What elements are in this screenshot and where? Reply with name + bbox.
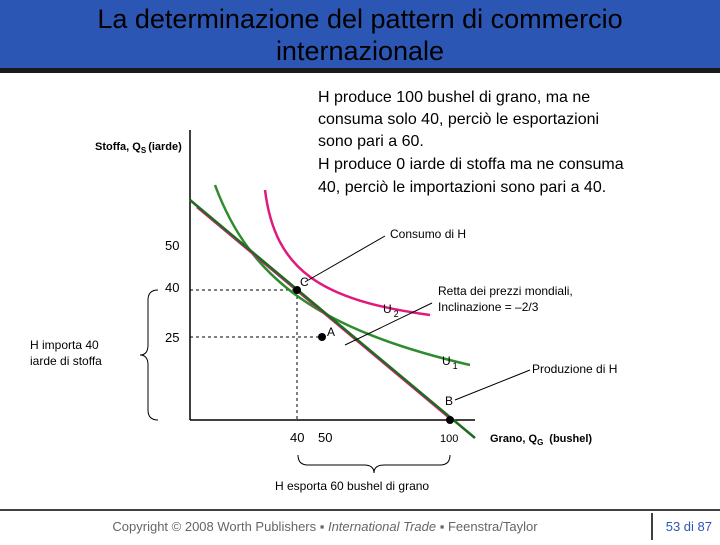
x-axis-label: Grano, QG (bushel) bbox=[490, 433, 592, 447]
export-note: H esporta 60 bushel di grano bbox=[275, 479, 429, 493]
title-rule bbox=[0, 68, 720, 73]
note-line: H produce 100 bushel di grano, ma ne bbox=[318, 89, 590, 106]
point-label: B bbox=[445, 394, 453, 408]
y-tick-label: 40 bbox=[165, 280, 179, 295]
indifference-curve-u2 bbox=[263, 189, 431, 317]
title: La determinazione del pattern di commerc… bbox=[97, 4, 622, 34]
callout: Inclinazione = –2/3 bbox=[438, 300, 539, 314]
world-price-line bbox=[189, 199, 476, 439]
note-line: 40, perciò le importazioni sono pari a 4… bbox=[318, 179, 606, 196]
callout: Produzione di H bbox=[532, 362, 617, 376]
note-line: H produce 0 iarde di stoffa ma ne consum… bbox=[318, 156, 624, 173]
callout: Retta dei prezzi mondiali, bbox=[438, 284, 573, 298]
title-bar bbox=[0, 0, 720, 70]
copyright: Copyright © 2008 Worth Publishers ▪ Inte… bbox=[112, 519, 538, 534]
callout-line bbox=[304, 235, 386, 283]
brace bbox=[297, 454, 451, 474]
brace bbox=[139, 289, 159, 421]
y-tick-label: 25 bbox=[165, 330, 179, 345]
x-tick-label: 50 bbox=[318, 430, 332, 445]
notes: H produce 100 bushel di grano, ma ne con… bbox=[318, 89, 624, 196]
point-a bbox=[318, 333, 326, 341]
point-b bbox=[446, 416, 454, 424]
x-tick-label: 100 bbox=[440, 433, 458, 445]
import-note: iarde di stoffa bbox=[30, 354, 102, 368]
note-line: consuma solo 40, perciò le esportazioni bbox=[318, 111, 599, 128]
x-tick-label: 40 bbox=[290, 430, 304, 445]
import-note: H importa 40 bbox=[30, 338, 99, 352]
note-line: sono pari a 60. bbox=[318, 133, 424, 150]
callout-line bbox=[344, 302, 433, 346]
point-c bbox=[293, 286, 301, 294]
y-axis-label: Stoffa, QS (iarde) bbox=[95, 141, 182, 155]
y-tick-label: 50 bbox=[165, 238, 179, 253]
title: internazionale bbox=[276, 36, 444, 66]
indifference-curve-u1 bbox=[213, 184, 471, 367]
point-label: C bbox=[300, 275, 309, 289]
page-number: 53 di 87 bbox=[666, 519, 712, 534]
callout: Consumo di H bbox=[390, 227, 466, 241]
point-label: A bbox=[327, 325, 335, 339]
callout-line bbox=[454, 369, 531, 401]
